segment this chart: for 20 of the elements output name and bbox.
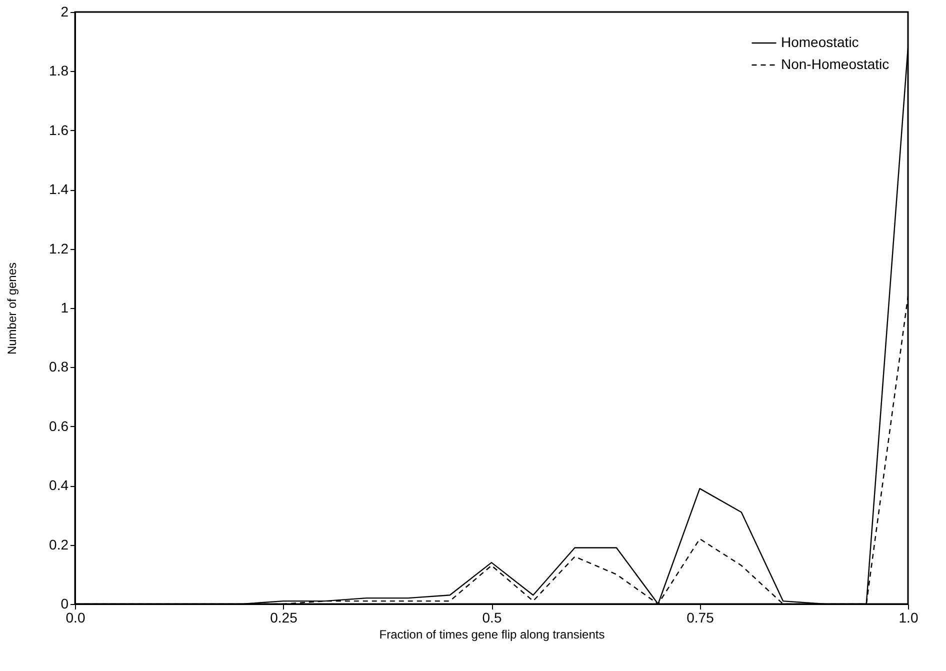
legend-label: Non-Homeostatic [781,56,890,72]
x-tick-label: 0.0 [66,610,86,626]
y-axis-title: Number of genes [5,262,20,355]
y-tick-label: 1.6 [49,122,69,138]
legend-label: Homeostatic [781,34,859,50]
y-tick-label: 1.2 [49,240,69,256]
x-tick-label: 0.75 [686,610,714,626]
y-tick-label: 0.8 [49,358,69,375]
y-tick-label: 0 [60,596,69,612]
x-axis-title: Fraction of times gene flip along transients [379,628,605,642]
y-tick-label: 0.2 [49,536,69,552]
y-tick-label: 1.8 [49,62,69,79]
y-tick-label: 1 [60,300,69,316]
x-tick-label: 0.5 [482,610,502,626]
x-tick-label: 1.0 [898,610,918,626]
y-tick-label: 0.6 [49,418,69,434]
y-tick-label: 0.4 [49,477,69,494]
y-tick-label: 2 [60,4,69,20]
x-tick-label: 0.25 [270,610,298,626]
y-tick-label: 1.4 [49,181,69,198]
